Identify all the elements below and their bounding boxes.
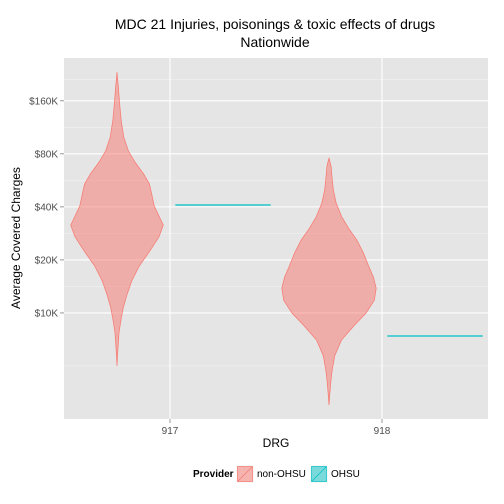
violin-marks: [70, 72, 483, 406]
y-axis-ticks: $10K $20K $40K $80K $160K: [29, 96, 64, 319]
y-tick-label: $40K: [35, 202, 59, 213]
legend-title: Provider: [193, 469, 234, 480]
y-tick-label: $80K: [35, 149, 59, 160]
legend-key-non-ohsu: [235, 464, 255, 484]
legend-label-non-ohsu: non-OHSU: [257, 469, 306, 480]
x-tick-label: 917: [162, 426, 179, 437]
x-axis-title: DRG: [263, 436, 290, 450]
x-axis-ticks: 917 918: [162, 419, 391, 437]
violin-non-ohsu-918: [281, 157, 377, 406]
y-tick-label: $20K: [35, 255, 59, 266]
chart-title: MDC 21 Injuries, poisonings & toxic effe…: [115, 16, 435, 32]
legend: Provider non-OHSU OHSU: [193, 464, 360, 484]
legend-key-ohsu: [309, 464, 329, 484]
x-tick-label: 918: [374, 426, 391, 437]
y-axis-title: Average Covered Charges: [9, 167, 23, 309]
chart-subtitle: Nationwide: [240, 34, 309, 50]
violin-non-ohsu-917: [70, 72, 164, 367]
y-tick-label: $10K: [35, 308, 59, 319]
y-tick-label: $160K: [29, 96, 58, 107]
legend-label-ohsu: OHSU: [331, 469, 360, 480]
